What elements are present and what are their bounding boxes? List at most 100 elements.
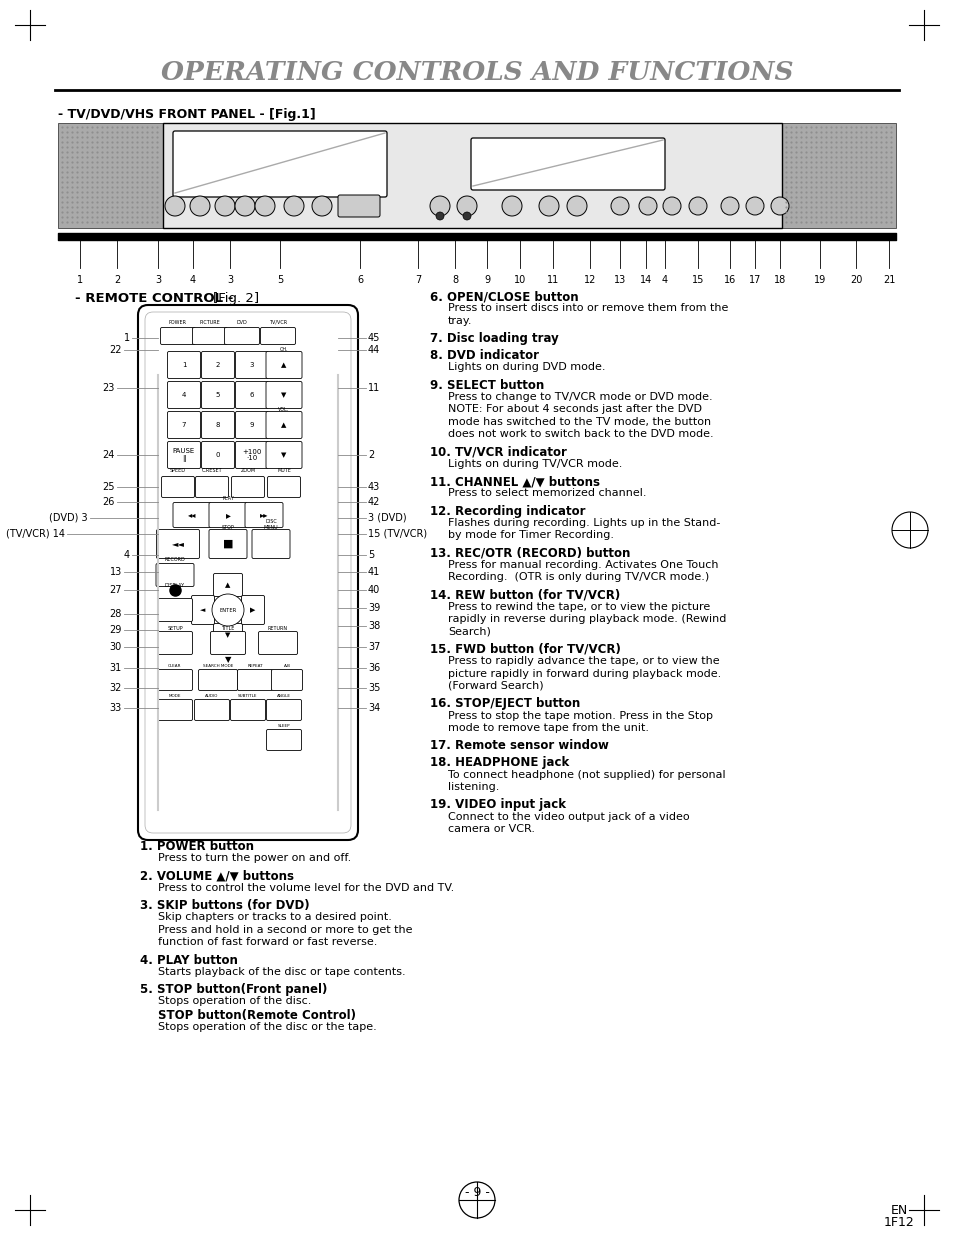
Text: listening.: listening. (448, 782, 498, 792)
Text: PICTURE: PICTURE (199, 320, 220, 325)
FancyBboxPatch shape (266, 699, 301, 720)
Circle shape (639, 198, 657, 215)
Text: Flashes during recording. Lights up in the Stand-: Flashes during recording. Lights up in t… (448, 517, 720, 527)
Text: SPEED: SPEED (170, 468, 186, 473)
Text: 1: 1 (182, 362, 186, 368)
FancyBboxPatch shape (168, 382, 200, 409)
Text: 5: 5 (276, 275, 283, 285)
Text: PAUSE
‖: PAUSE ‖ (172, 448, 195, 462)
Text: 2. VOLUME ▲/▼ buttons: 2. VOLUME ▲/▼ buttons (140, 869, 294, 883)
Text: SUBTITLE: SUBTITLE (238, 694, 257, 698)
Text: POWER: POWER (169, 320, 187, 325)
Text: RECORD: RECORD (165, 557, 185, 562)
Text: 14. REW button (for TV/VCR): 14. REW button (for TV/VCR) (430, 589, 619, 601)
Text: TITLE: TITLE (221, 626, 234, 631)
Text: 21: 21 (882, 275, 894, 285)
Circle shape (720, 198, 739, 215)
Text: TV/VCR: TV/VCR (269, 320, 287, 325)
Text: To connect headphone (not supplied) for personal: To connect headphone (not supplied) for … (448, 769, 725, 779)
Text: AUDIO: AUDIO (205, 694, 218, 698)
Text: ▸: ▸ (225, 510, 231, 520)
Text: C.RESET: C.RESET (201, 468, 222, 473)
Text: 7: 7 (415, 275, 420, 285)
Text: SETUP: SETUP (167, 626, 183, 631)
FancyBboxPatch shape (266, 730, 301, 751)
Text: Lights on during DVD mode.: Lights on during DVD mode. (448, 362, 605, 372)
FancyBboxPatch shape (266, 382, 302, 409)
Text: ▼: ▼ (225, 656, 231, 664)
FancyBboxPatch shape (192, 595, 214, 625)
Circle shape (214, 196, 234, 216)
Text: 19. VIDEO input jack: 19. VIDEO input jack (430, 799, 565, 811)
FancyBboxPatch shape (58, 124, 163, 228)
Text: function of fast forward or fast reverse.: function of fast forward or fast reverse… (158, 937, 377, 947)
Circle shape (566, 196, 586, 216)
Text: 2: 2 (113, 275, 120, 285)
Text: CH.: CH. (279, 347, 288, 352)
Text: ▲: ▲ (281, 422, 287, 429)
Text: 8: 8 (452, 275, 457, 285)
Text: 1: 1 (124, 333, 130, 343)
Text: ▼: ▼ (225, 632, 231, 638)
Text: Press to control the volume level for the DVD and TV.: Press to control the volume level for th… (158, 883, 454, 893)
Circle shape (745, 198, 763, 215)
Text: STOP button(Remote Control): STOP button(Remote Control) (158, 1009, 355, 1021)
Text: 26: 26 (103, 496, 115, 508)
Text: 28: 28 (110, 609, 122, 619)
Text: tray.: tray. (448, 316, 472, 326)
FancyBboxPatch shape (211, 631, 245, 655)
Text: 1: 1 (77, 275, 83, 285)
Text: - 9 -: - 9 - (464, 1186, 489, 1198)
FancyBboxPatch shape (471, 138, 664, 190)
Text: 15. FWD button (for TV/VCR): 15. FWD button (for TV/VCR) (430, 643, 620, 656)
FancyBboxPatch shape (337, 195, 379, 217)
Text: 31: 31 (110, 663, 122, 673)
Text: 12: 12 (583, 275, 596, 285)
Text: 29: 29 (110, 625, 122, 635)
Text: SEARCH MODE: SEARCH MODE (203, 664, 233, 668)
Circle shape (610, 198, 628, 215)
Text: rapidly in reverse during playback mode. (Rewind: rapidly in reverse during playback mode.… (448, 614, 725, 624)
Circle shape (190, 196, 210, 216)
Text: Recording.  (OTR is only during TV/VCR mode.): Recording. (OTR is only during TV/VCR mo… (448, 572, 708, 582)
Text: 39: 39 (368, 603, 380, 613)
Text: Search): Search) (448, 626, 491, 636)
FancyBboxPatch shape (237, 669, 273, 690)
Text: ■: ■ (222, 538, 233, 550)
Text: Press and hold in a second or more to get the: Press and hold in a second or more to ge… (158, 925, 412, 935)
Text: 7. Disc loading tray: 7. Disc loading tray (430, 332, 558, 345)
Text: ▲: ▲ (281, 362, 287, 368)
FancyBboxPatch shape (235, 411, 268, 438)
Text: 3: 3 (227, 275, 233, 285)
Text: CLEAR: CLEAR (168, 664, 182, 668)
FancyBboxPatch shape (266, 352, 302, 378)
Text: MUTE: MUTE (276, 468, 291, 473)
FancyBboxPatch shape (157, 669, 193, 690)
Text: 6: 6 (250, 391, 254, 398)
FancyBboxPatch shape (213, 624, 242, 646)
Text: by mode for Timer Recording.: by mode for Timer Recording. (448, 530, 614, 540)
FancyBboxPatch shape (157, 599, 193, 621)
Text: STOP: STOP (221, 525, 234, 530)
Text: 4: 4 (124, 550, 130, 559)
Text: 11: 11 (368, 383, 380, 393)
Text: 9: 9 (483, 275, 490, 285)
Text: Press to turn the power on and off.: Press to turn the power on and off. (158, 853, 351, 863)
Text: EN: EN (889, 1203, 906, 1216)
Text: 38: 38 (368, 621, 380, 631)
FancyBboxPatch shape (213, 573, 242, 597)
Text: Press to stop the tape motion. Press in the Stop: Press to stop the tape motion. Press in … (448, 710, 712, 720)
Text: Stops operation of the disc.: Stops operation of the disc. (158, 997, 311, 1007)
Text: Press to rapidly advance the tape, or to view the: Press to rapidly advance the tape, or to… (448, 656, 719, 666)
FancyBboxPatch shape (232, 477, 264, 498)
Text: 18. HEADPHONE jack: 18. HEADPHONE jack (430, 757, 569, 769)
Text: Press to rewind the tape, or to view the picture: Press to rewind the tape, or to view the… (448, 601, 709, 611)
FancyBboxPatch shape (156, 563, 193, 587)
Text: ANGLE: ANGLE (276, 694, 291, 698)
Text: 8: 8 (215, 422, 220, 429)
Text: 35: 35 (368, 683, 380, 693)
FancyBboxPatch shape (160, 327, 195, 345)
Text: 41: 41 (368, 567, 380, 577)
Text: ▼: ▼ (281, 391, 287, 398)
Text: MODE: MODE (169, 694, 181, 698)
